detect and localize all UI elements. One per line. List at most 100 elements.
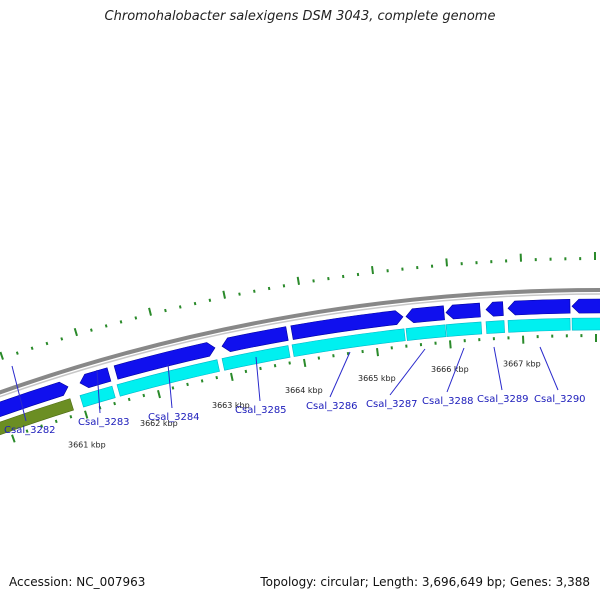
skew-tick (157, 389, 161, 399)
skew-tick (171, 386, 175, 390)
kbp-label: 3664 kbp (285, 386, 323, 395)
skew-tick (142, 393, 146, 398)
genome-summary: Topology: circular; Length: 3,696,649 bp… (260, 575, 590, 589)
gc-tick (253, 289, 256, 293)
gene-leader-line (539, 346, 559, 391)
gene-band (485, 320, 505, 334)
gene-leader-line (493, 346, 503, 391)
cds-arrow (445, 302, 481, 320)
kbp-label: 3662 kbp (140, 419, 178, 428)
gene-label: Csal_3283 (78, 417, 130, 428)
gene-labels: Csal_3282 Csal_3283 Csal_3284 Csal_3285 Csal… (4, 346, 586, 436)
skew-tick (54, 419, 58, 424)
cds-track (0, 298, 600, 418)
gene-label: Csal_3282 (4, 425, 56, 436)
gene-label: Csal_3288 (422, 396, 474, 407)
gc-tick (164, 308, 167, 313)
gene-leader-line (255, 356, 261, 402)
gc-tick (119, 320, 123, 324)
skew-tick (244, 369, 248, 374)
gene-leader-line (389, 348, 426, 396)
gene-label: Csal_3287 (366, 399, 418, 410)
cds-arrow (113, 342, 216, 380)
gene-band (507, 317, 571, 333)
gene-leader-line (167, 363, 173, 409)
skew-tick (215, 375, 219, 380)
skew-tick (303, 358, 307, 368)
cds-arrow (571, 298, 600, 314)
gene-label: Csal_3284 (148, 412, 200, 423)
gene-leader-line (11, 365, 27, 422)
gc-tick (178, 305, 182, 309)
gc-tick (60, 337, 64, 341)
kbp-scale: 3661 kbp 3662 kbp 3663 kbp 3664 kbp 3665 kbp… (68, 360, 541, 450)
cds-arrow (485, 301, 504, 317)
gc-tick (296, 276, 300, 285)
cds-arrow (79, 367, 112, 389)
gene-leader-line (446, 347, 465, 393)
gene-leader-line (96, 369, 101, 414)
gene-band (445, 321, 483, 337)
cds-arrow (507, 298, 571, 316)
gc-tick (222, 290, 226, 299)
kbp-label: 3665 kbp (358, 374, 396, 383)
skew-tick (11, 434, 16, 443)
gc-tick (282, 284, 286, 288)
map-title: Chromohalobacter salexigens DSM 3043, co… (104, 9, 496, 24)
skew-tick (127, 397, 131, 402)
backbone-track (0, 288, 600, 398)
accession-label: Accession: NC_007963 (9, 575, 146, 589)
gene-label: Csal_3285 (235, 405, 287, 416)
skew-tick (186, 382, 189, 387)
gc-tick (371, 265, 374, 275)
backbone-line-inner (0, 293, 600, 398)
gc-tick (30, 346, 34, 350)
gene-band (291, 328, 406, 357)
gene-track (0, 317, 600, 436)
skew-tick (288, 361, 291, 365)
gc-tick (134, 316, 138, 320)
skew-track (11, 334, 598, 443)
gene-band (79, 385, 116, 408)
skew-tick (113, 401, 116, 406)
gc-tick (148, 307, 152, 316)
cds-arrow (0, 381, 69, 418)
gc-tick (104, 324, 108, 328)
backbone-line (0, 288, 600, 395)
gene-label: Csal_3286 (306, 401, 358, 412)
kbp-label: 3667 kbp (503, 360, 541, 369)
gene-label: Csal_3290 (534, 394, 586, 405)
gc-tick (445, 258, 448, 267)
gene-label: Csal_3289 (477, 394, 529, 405)
skew-tick (69, 414, 73, 419)
gc-tick (15, 351, 19, 355)
gc-tick (193, 301, 197, 306)
gc-tick (90, 328, 93, 332)
cds-arrow (290, 310, 404, 340)
gene-band (571, 317, 600, 331)
skew-tick (259, 366, 262, 371)
gc-tick (45, 341, 49, 346)
gene-band-olive (0, 398, 74, 436)
gene-leader-line (329, 351, 351, 398)
gc-tick (208, 298, 212, 302)
gc-tick (73, 327, 78, 337)
kbp-label: 3661 kbp (68, 440, 106, 449)
gc-tick (0, 351, 4, 360)
skew-tick (230, 372, 234, 382)
gene-band (405, 324, 447, 341)
skew-tick (376, 348, 380, 357)
cds-arrow (405, 305, 445, 324)
gene-band (116, 359, 220, 397)
skew-tick (40, 424, 44, 428)
gc-content-track (0, 252, 596, 360)
skew-tick (84, 410, 89, 419)
gc-tick (238, 292, 241, 296)
skew-tick (25, 429, 29, 433)
kbp-label: 3663 kbp (212, 401, 250, 410)
kbp-label: 3666 kbp (431, 365, 469, 374)
skew-tick (200, 379, 204, 383)
cds-arrow (221, 326, 289, 352)
skew-tick (449, 340, 452, 349)
